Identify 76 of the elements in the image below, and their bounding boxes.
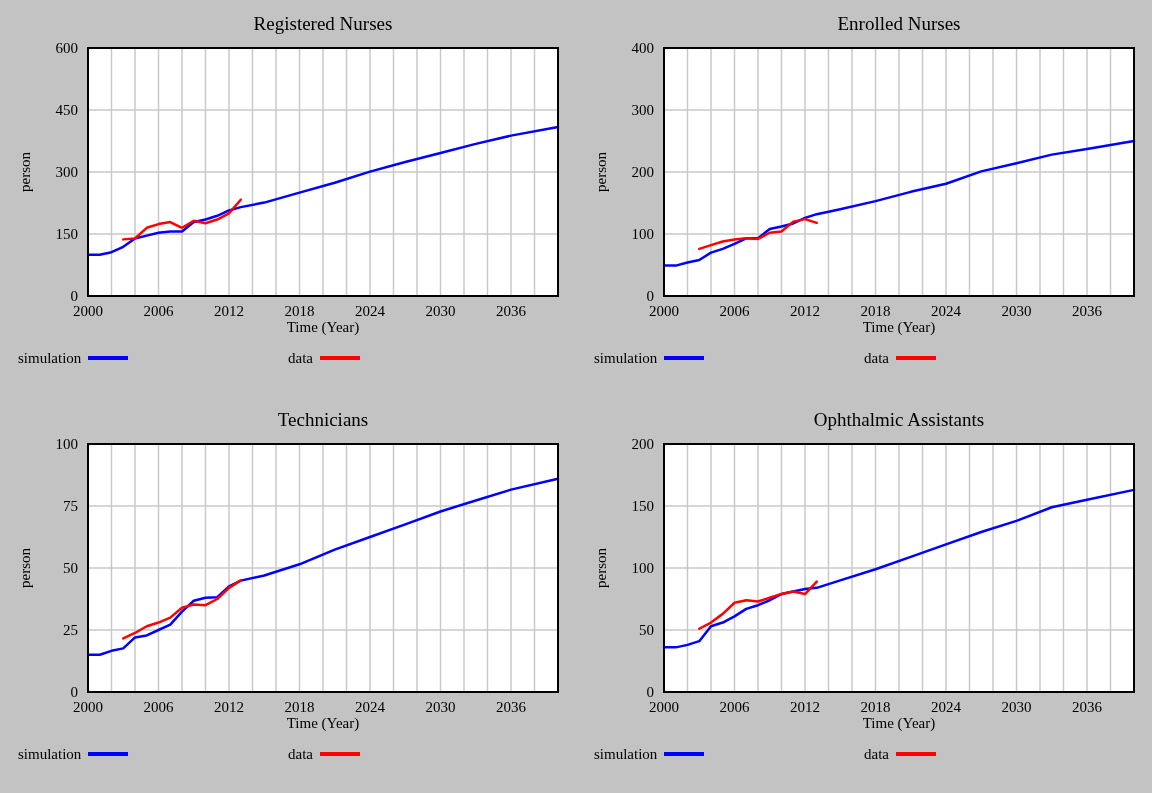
y-tick-label: 450: [55, 102, 78, 118]
y-tick-label: 25: [63, 622, 78, 638]
y-tick-label: 0: [646, 684, 654, 700]
x-tick-label: 2006: [719, 303, 750, 319]
x-tick-label: 2018: [284, 699, 315, 715]
y-axis-title: person: [17, 547, 33, 588]
y-tick-label: 150: [55, 226, 78, 242]
x-tick-label: 2006: [143, 303, 174, 319]
line-series: [698, 217, 818, 251]
x-axis-title: Time (Year): [286, 715, 360, 732]
x-tick-label: 2036: [1072, 303, 1103, 319]
x-tick-label: 2024: [931, 699, 962, 715]
legend-label: data: [864, 746, 890, 762]
y-tick-label: 600: [55, 40, 78, 56]
x-tick-label: 2024: [355, 699, 386, 715]
y-tick-label: 50: [639, 622, 654, 638]
line-series: [122, 198, 242, 241]
y-tick-label: 200: [631, 436, 654, 452]
x-tick-label: 2018: [860, 303, 891, 319]
y-tick-label: 0: [646, 288, 654, 304]
x-tick-label: 2000: [73, 699, 103, 715]
y-tick-label: 50: [63, 560, 78, 576]
x-axis-title: Time (Year): [286, 319, 360, 336]
chart-title: Ophthalmic Assistants: [813, 409, 985, 430]
x-tick-label: 2012: [790, 699, 820, 715]
legend-label: simulation: [594, 350, 658, 366]
x-tick-label: 2030: [425, 303, 456, 319]
x-tick-label: 2012: [214, 303, 244, 319]
x-axis-title: Time (Year): [862, 715, 936, 732]
x-axis-title: Time (Year): [862, 319, 936, 336]
chart-title: Enrolled Nurses: [837, 13, 961, 34]
y-tick-label: 100: [631, 226, 654, 242]
legend-label: data: [864, 350, 890, 366]
x-tick-label: 2006: [719, 699, 750, 715]
line-series: [86, 125, 560, 256]
y-tick-label: 0: [70, 288, 78, 304]
y-axis-title: person: [17, 151, 33, 192]
x-tick-label: 2030: [1001, 699, 1032, 715]
x-tick-label: 2030: [425, 699, 456, 715]
legend-label: simulation: [18, 350, 82, 366]
y-tick-label: 0: [70, 684, 78, 700]
x-tick-label: 2036: [496, 699, 527, 715]
y-tick-label: 200: [631, 164, 654, 180]
line-series: [122, 579, 242, 640]
x-tick-label: 2000: [73, 303, 103, 319]
legend-label: simulation: [18, 746, 82, 762]
y-tick-label: 300: [55, 164, 78, 180]
y-tick-label: 150: [631, 498, 654, 514]
line-series: [698, 580, 818, 631]
x-tick-label: 2036: [496, 303, 527, 319]
chart-title: Registered Nurses: [253, 13, 393, 34]
x-tick-label: 2000: [649, 699, 679, 715]
x-tick-label: 2012: [214, 699, 244, 715]
x-tick-label: 2018: [284, 303, 315, 319]
line-series: [86, 477, 560, 657]
x-tick-label: 2024: [931, 303, 962, 319]
x-tick-label: 2000: [649, 303, 679, 319]
x-tick-label: 2006: [143, 699, 174, 715]
x-tick-label: 2036: [1072, 699, 1103, 715]
y-axis-title: person: [593, 151, 609, 192]
y-tick-label: 100: [55, 436, 78, 452]
line-series: [662, 488, 1136, 649]
y-tick-label: 400: [631, 40, 654, 56]
y-tick-label: 100: [631, 560, 654, 576]
x-tick-label: 2030: [1001, 303, 1032, 319]
legend-label: simulation: [594, 746, 658, 762]
legend-label: data: [288, 746, 314, 762]
legend-label: data: [288, 350, 314, 366]
y-tick-label: 75: [63, 498, 78, 514]
line-series: [662, 139, 1136, 267]
x-tick-label: 2024: [355, 303, 386, 319]
x-tick-label: 2012: [790, 303, 820, 319]
x-tick-label: 2018: [860, 699, 891, 715]
y-axis-title: person: [593, 547, 609, 588]
chart-title: Technicians: [277, 409, 369, 430]
y-tick-label: 300: [631, 102, 654, 118]
